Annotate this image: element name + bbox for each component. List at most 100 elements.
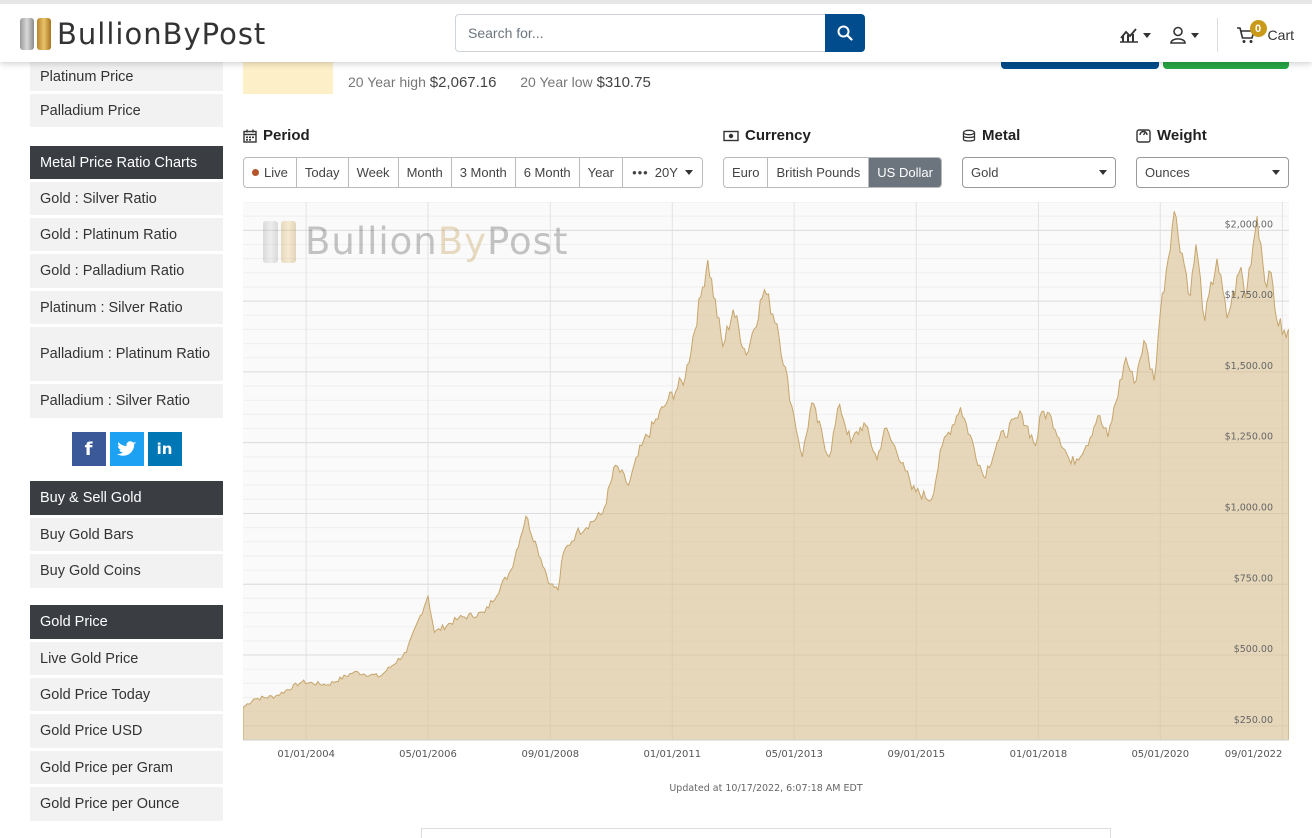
- currency-selector: Euro British Pounds US Dollar: [723, 157, 942, 188]
- account-menu[interactable]: [1169, 26, 1199, 44]
- period-week-button[interactable]: Week: [349, 158, 399, 187]
- sidebar-item-live-gold-price[interactable]: Live Gold Price: [30, 642, 223, 675]
- weight-label: Weight: [1157, 127, 1207, 144]
- sidebar-item-palladium-silver-ratio[interactable]: Palladium : Silver Ratio: [30, 384, 223, 418]
- sidebar-item-gold-price-today[interactable]: Gold Price Today: [30, 678, 223, 711]
- facebook-icon[interactable]: f: [71, 432, 106, 466]
- site-logo[interactable]: BullionByPost: [20, 14, 266, 54]
- cart-count-badge: 0: [1249, 20, 1267, 37]
- cart-label: Cart: [1267, 27, 1294, 43]
- site-header: BullionByPost: [0, 0, 1312, 62]
- sidebar-item-platinum-price[interactable]: Platinum Price: [30, 62, 223, 91]
- period-selector: Live Today Week Month 3 Month 6 Month Ye…: [243, 157, 703, 188]
- logo-text: BullionByPost: [57, 17, 267, 51]
- price-stats: 20 Year high $2,067.16 20 Year low $310.…: [348, 74, 651, 91]
- period-more-dropdown[interactable]: ••• 20Y: [623, 158, 702, 187]
- weight-heading: Weight: [1136, 127, 1207, 144]
- sidebar-item-palladium-price[interactable]: Palladium Price: [30, 94, 223, 127]
- y-tick-label: $500.00: [1234, 644, 1273, 655]
- metal-select-value: Gold: [971, 165, 999, 180]
- search-input[interactable]: [455, 14, 825, 52]
- chevron-down-icon: [1142, 32, 1151, 38]
- charts-menu[interactable]: [1119, 26, 1151, 44]
- sidebar-item-gold-silver-ratio[interactable]: Gold : Silver Ratio: [30, 182, 223, 215]
- period-today-button[interactable]: Today: [297, 158, 349, 187]
- gold-price-chart[interactable]: $250.00 $500.00 $750.00 $1,000.00 $1,250.00 $…: [243, 202, 1289, 772]
- period-heading: Period: [243, 127, 310, 144]
- sidebar-heading-buy-sell-gold[interactable]: Buy & Sell Gold: [30, 481, 223, 515]
- user-icon: [1169, 26, 1186, 44]
- more-dots-icon: •••: [632, 165, 649, 180]
- linkedin-icon[interactable]: in: [147, 432, 182, 466]
- sidebar-item-buy-gold-coins[interactable]: Buy Gold Coins: [30, 554, 223, 588]
- chevron-down-icon: [1272, 170, 1280, 175]
- currency-gbp-button[interactable]: British Pounds: [768, 158, 870, 187]
- y-tick-label: $250.00: [1234, 715, 1273, 726]
- y-tick-label: $750.00: [1234, 573, 1273, 584]
- x-tick-label: 05/01/2006: [399, 749, 457, 760]
- y-tick-label: $1,250.00: [1225, 432, 1273, 443]
- sidebar-item-gold-platinum-ratio[interactable]: Gold : Platinum Ratio: [30, 218, 223, 251]
- sidebar-heading-ratio-charts[interactable]: Metal Price Ratio Charts: [30, 146, 223, 179]
- secondary-action-button[interactable]: [1163, 62, 1289, 69]
- money-icon: [723, 130, 739, 141]
- search-button[interactable]: [825, 14, 865, 52]
- sidebar-item-gold-price-per-ounce[interactable]: Gold Price per Ounce: [30, 787, 223, 821]
- period-6-month-button[interactable]: 6 Month: [516, 158, 580, 187]
- period-year-button[interactable]: Year: [580, 158, 623, 187]
- search-icon: [837, 25, 853, 41]
- period-3-month-button[interactable]: 3 Month: [452, 158, 516, 187]
- period-more-label: 20Y: [654, 165, 678, 180]
- sidebar-nav: Platinum Price Palladium Price Metal Pri…: [30, 62, 223, 824]
- header-divider: [1216, 18, 1218, 52]
- x-tick-label: 09/01/2015: [887, 749, 945, 760]
- currency-usd-button[interactable]: US Dollar: [869, 158, 941, 187]
- metal-select[interactable]: Gold: [962, 157, 1116, 188]
- chevron-down-icon: [1190, 32, 1199, 38]
- weight-select[interactable]: Ounces: [1136, 157, 1289, 188]
- chart-line-icon: [1119, 28, 1138, 43]
- sidebar-item-gold-price-per-gram[interactable]: Gold Price per Gram: [30, 751, 223, 784]
- chevron-down-icon: [1099, 170, 1107, 175]
- period-live-button[interactable]: Live: [244, 158, 297, 187]
- x-tick-label: 01/01/2018: [1010, 749, 1068, 760]
- y-tick-label: $1,500.00: [1225, 361, 1273, 372]
- calendar-icon: [243, 129, 257, 143]
- x-tick-label: 01/01/2004: [277, 749, 335, 760]
- chart-canvas[interactable]: $250.00 $500.00 $750.00 $1,000.00 $1,250.00 $…: [243, 202, 1289, 772]
- metal-heading: Metal: [962, 127, 1020, 144]
- sidebar-item-platinum-silver-ratio[interactable]: Platinum : Silver Ratio: [30, 291, 223, 324]
- price-area: [243, 211, 1289, 741]
- y-tick-label: $1,750.00: [1225, 290, 1273, 301]
- primary-action-button[interactable]: [1001, 62, 1159, 69]
- header-actions: 0 Cart: [1119, 18, 1294, 52]
- chevron-down-icon: [684, 170, 693, 175]
- currency-euro-button[interactable]: Euro: [724, 158, 769, 187]
- sidebar-item-gold-price-usd[interactable]: Gold Price USD: [30, 714, 223, 748]
- x-tick-label: 05/01/2013: [765, 749, 823, 760]
- high-value: $2,067.16: [429, 74, 497, 91]
- live-dot-icon: [252, 169, 259, 176]
- currency-heading: Currency: [723, 127, 811, 144]
- low-value: $310.75: [596, 74, 651, 91]
- period-live-label: Live: [264, 165, 288, 180]
- sidebar-heading-gold-price[interactable]: Gold Price: [30, 605, 223, 639]
- social-links: f in: [30, 418, 223, 481]
- x-tick-label: 09/01/2008: [521, 749, 579, 760]
- y-tick-label: $1,000.00: [1225, 502, 1273, 513]
- period-month-button[interactable]: Month: [399, 158, 452, 187]
- logo-bars-icon: [20, 18, 51, 50]
- cart-link[interactable]: 0 Cart: [1236, 20, 1294, 44]
- sidebar-item-palladium-platinum-ratio[interactable]: Palladium : Platinum Ratio: [30, 327, 223, 381]
- currency-label: Currency: [745, 127, 811, 144]
- sidebar-item-buy-gold-bars[interactable]: Buy Gold Bars: [30, 518, 223, 551]
- search-bar: [455, 14, 865, 52]
- period-label: Period: [263, 127, 310, 144]
- below-chart-panel: [421, 828, 1111, 838]
- sidebar-item-gold-palladium-ratio[interactable]: Gold : Palladium Ratio: [30, 254, 223, 288]
- twitter-icon[interactable]: [109, 432, 144, 466]
- x-tick-label: 09/01/2022: [1225, 749, 1283, 760]
- metal-label: Metal: [982, 127, 1021, 144]
- high-label: 20 Year high: [348, 74, 426, 90]
